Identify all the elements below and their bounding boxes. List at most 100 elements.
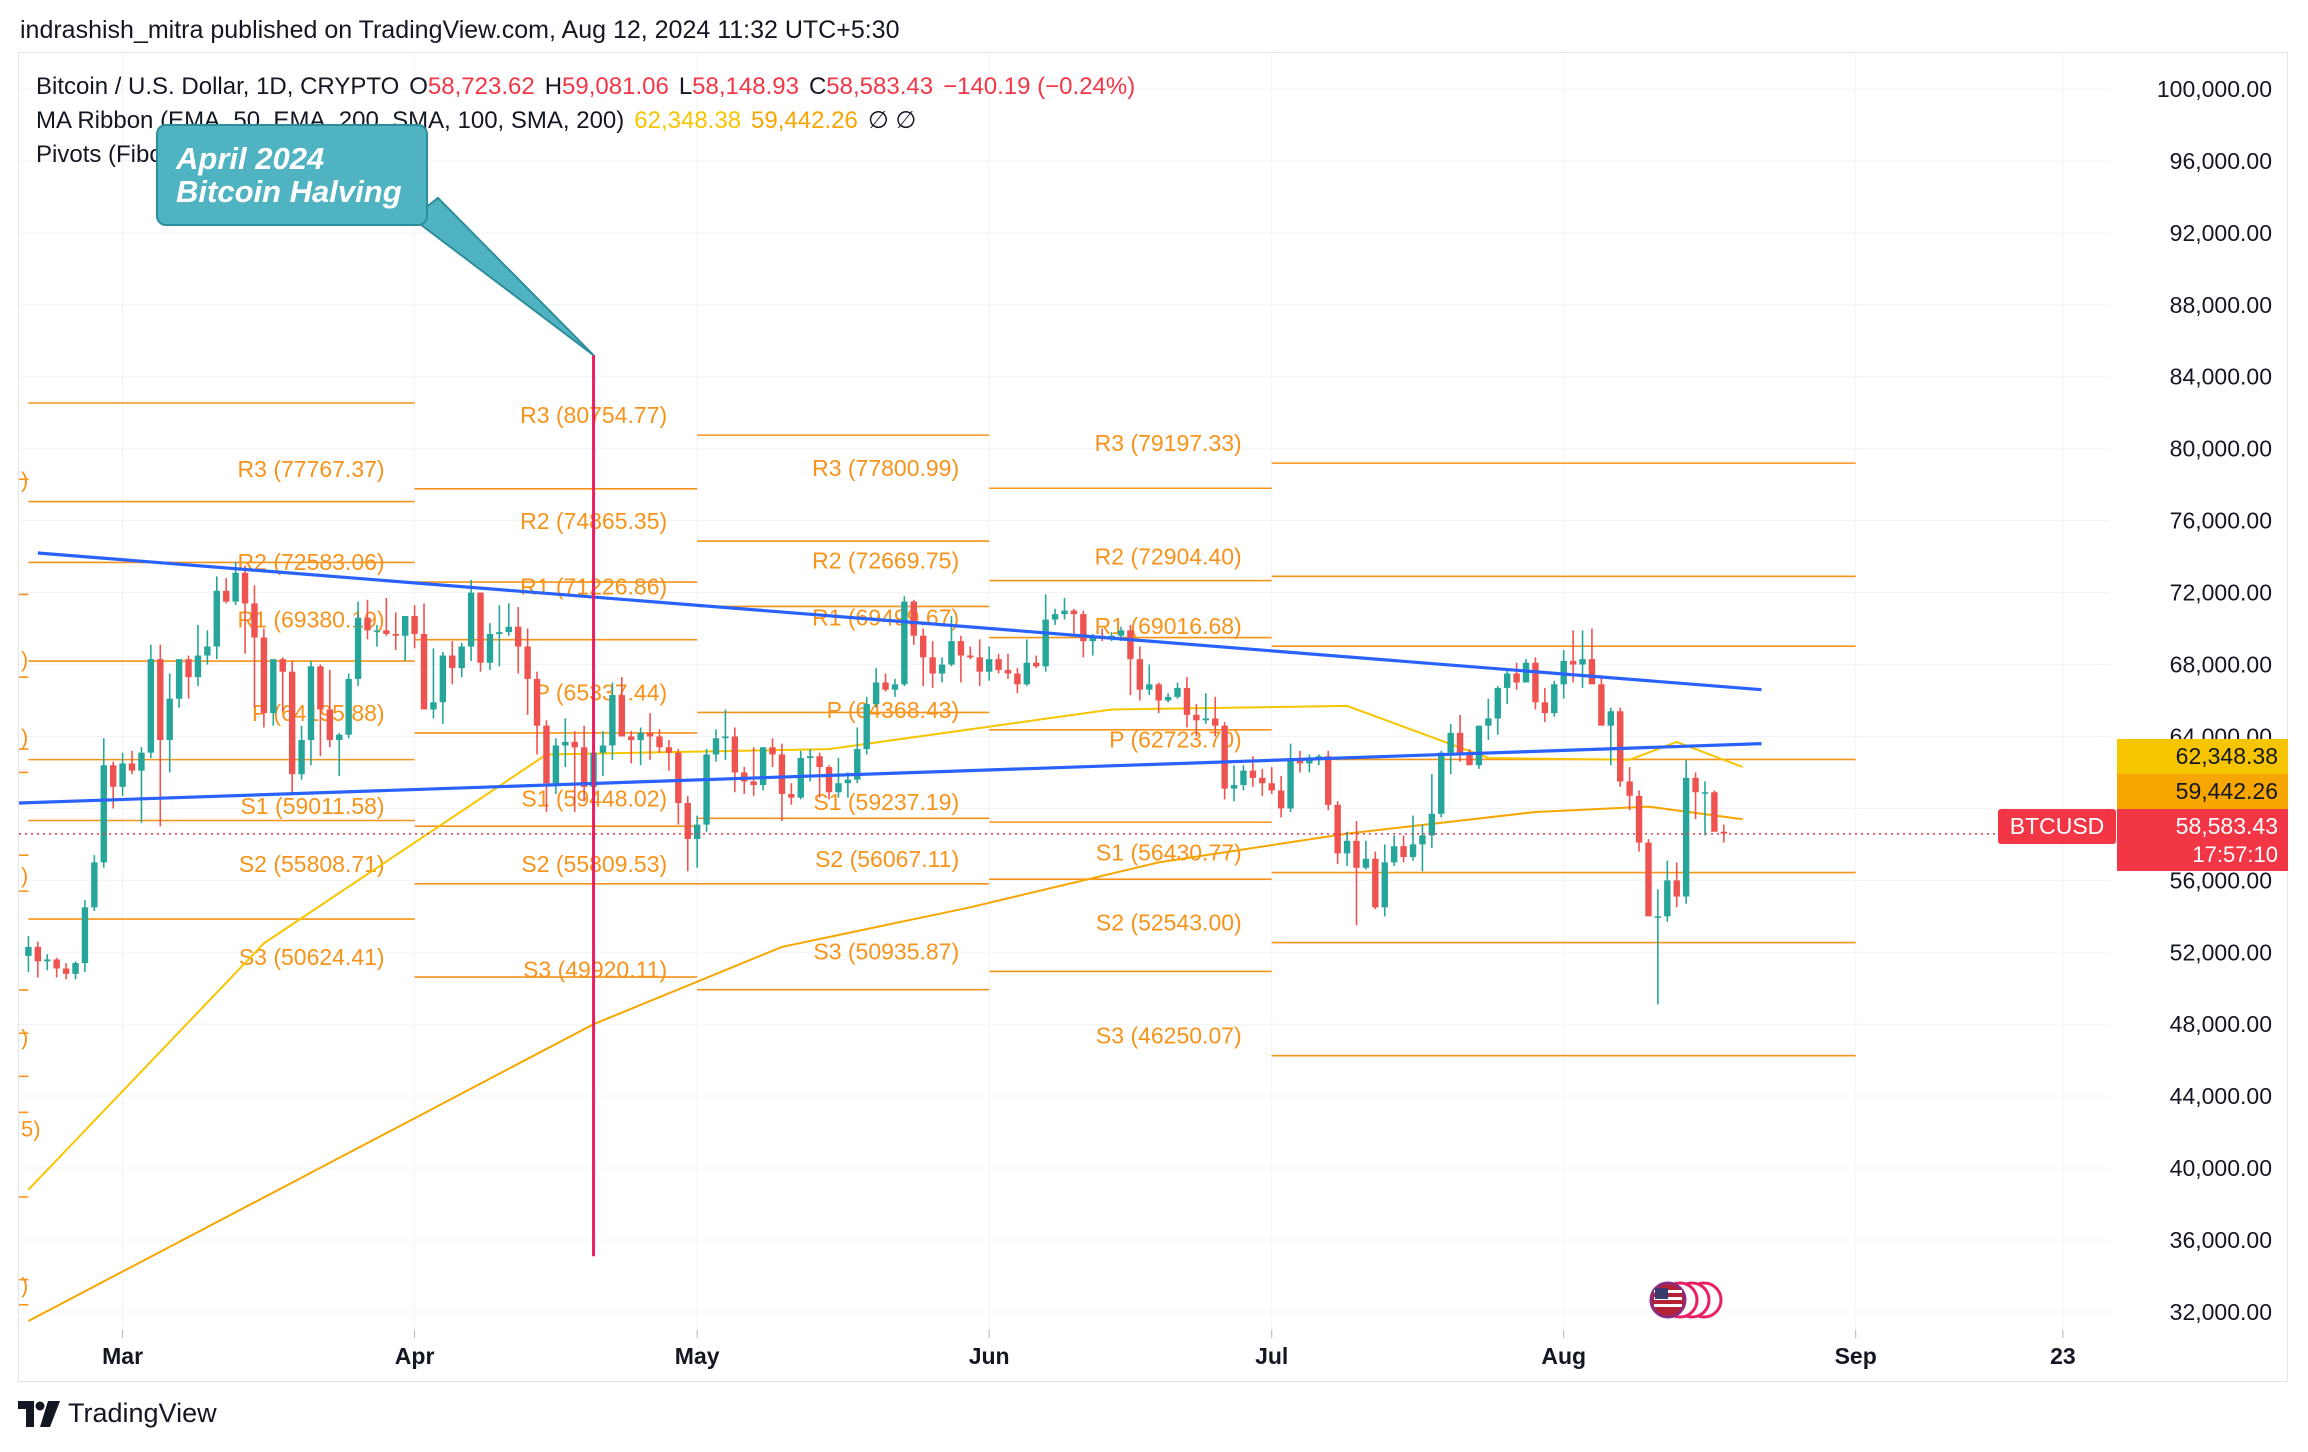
candle-down [420, 633, 428, 710]
legend-ma-value-1: 62,348.38 [634, 107, 742, 134]
candle-down [53, 959, 60, 969]
candle-up [91, 862, 98, 908]
candle-up [759, 747, 767, 786]
candle-up [1174, 687, 1181, 697]
candle-down [1014, 673, 1021, 685]
x-tick-label: Apr [395, 1343, 435, 1369]
x-axis: Mar Apr May Jun Jul Aug Sep 23 [102, 1330, 2076, 1369]
candle-up [213, 590, 220, 647]
candle-up [552, 745, 560, 784]
pivot-label: P (62723.70) [1109, 726, 1242, 752]
pivot-label: R3 (77767.37) [238, 456, 385, 482]
candle-down [449, 655, 456, 669]
us-flag-events-icon[interactable] [1640, 1280, 1724, 1320]
pivot-label: S1 (59237.19) [813, 789, 959, 815]
candle-up [307, 666, 315, 741]
candle-up [835, 783, 842, 793]
x-tick-label: Jun [969, 1343, 1010, 1369]
candle-down [185, 659, 192, 678]
candle-up [401, 615, 409, 636]
candles-layer [25, 562, 1728, 1005]
candle-down [1259, 777, 1266, 784]
halving-callout[interactable]: April 2024 Bitcoin Halving [156, 124, 428, 226]
candle-down [1711, 792, 1718, 832]
candle-down [665, 747, 673, 753]
candle-up [1061, 610, 1068, 615]
trendline [37, 551, 1762, 692]
prior-pivot-label: ) [21, 863, 28, 888]
candle-up [1362, 858, 1370, 868]
candle-up [81, 907, 89, 964]
candle-up [1023, 662, 1031, 685]
candle-down [317, 666, 324, 710]
ma1-price-tag: 62,348.38 [2176, 743, 2278, 769]
legend-ma-value-2: 59,442.26 [751, 107, 858, 134]
candle-up [1428, 813, 1436, 836]
candle-down [383, 630, 390, 634]
x-tick-label: Aug [1541, 1343, 1586, 1369]
candle-up [1287, 758, 1294, 809]
candle-up [175, 659, 183, 699]
x-tick-label: May [675, 1343, 720, 1369]
candle-up [938, 664, 946, 674]
pivot-label: S3 (46250.07) [1096, 1023, 1242, 1049]
candle-up [703, 754, 710, 825]
candle-down [1268, 783, 1275, 791]
candle-up [232, 572, 239, 602]
candle-up [1390, 846, 1398, 863]
symbol-tag-bg [1998, 809, 2116, 844]
last-price-tag-bg [2117, 809, 2288, 871]
candle-down [260, 637, 268, 714]
publisher-line: indrashish_mitra published on TradingVie… [20, 16, 900, 44]
x-tick-label: 23 [2050, 1343, 2076, 1369]
footer-brand[interactable]: TradingView [68, 1398, 217, 1428]
candle-down [967, 655, 974, 658]
prior-pivot-label: ) [21, 724, 28, 749]
candle-up [901, 601, 908, 685]
candle-up [354, 617, 362, 679]
candle-up [25, 946, 32, 956]
price-tags-layer: 62,348.38 59,442.26 BTCUSD 58,583.43 17:… [1998, 739, 2288, 871]
y-tick-label: 56,000.00 [2170, 867, 2272, 893]
y-tick-label: 40,000.00 [2170, 1155, 2272, 1181]
prior-pivot-label: ) [21, 1025, 28, 1050]
x-tick-label: Sep [1835, 1343, 1877, 1369]
ma1-price-tag-bg [2117, 739, 2288, 774]
candle-down [976, 657, 983, 672]
candle-down [34, 946, 42, 962]
y-tick-label: 32,000.00 [2170, 1299, 2272, 1325]
last-price-tag: 58,583.43 [2176, 813, 2278, 839]
candle-down [1212, 718, 1219, 726]
candle-down [778, 754, 786, 795]
y-tick-label: 100,000.00 [2157, 76, 2272, 102]
pivot-label: R1 (69016.68) [1095, 613, 1242, 639]
candle-up [44, 959, 51, 962]
candle-up [599, 745, 607, 753]
candle-down [816, 756, 823, 768]
prior-pivot-label: 5) [21, 1117, 41, 1142]
candle-up [1051, 614, 1059, 620]
candle-up [100, 765, 107, 863]
candle-down [1635, 795, 1643, 843]
candle-up [496, 632, 503, 634]
pivot-label: R1 (69380.19) [238, 607, 385, 633]
candle-up [948, 641, 955, 665]
candle-up [1202, 718, 1209, 721]
candle-up [1701, 792, 1709, 794]
candle-down [1353, 840, 1360, 868]
candle-down [929, 657, 936, 674]
candle-up [486, 633, 494, 663]
trendline [18, 742, 1762, 805]
candle-up [1089, 635, 1096, 642]
candle-up [458, 646, 465, 669]
candle-down [788, 794, 795, 798]
y-tick-label: 44,000.00 [2170, 1083, 2272, 1109]
legend-symbol[interactable]: Bitcoin / U.S. Dollar, 1D, CRYPTO [36, 73, 400, 100]
candle-down [1136, 659, 1144, 690]
candle-up [72, 963, 79, 974]
tradingview-logo-icon [18, 1400, 60, 1427]
candle-down [62, 968, 70, 974]
candle-down [1720, 831, 1728, 834]
candle-down [646, 732, 654, 737]
